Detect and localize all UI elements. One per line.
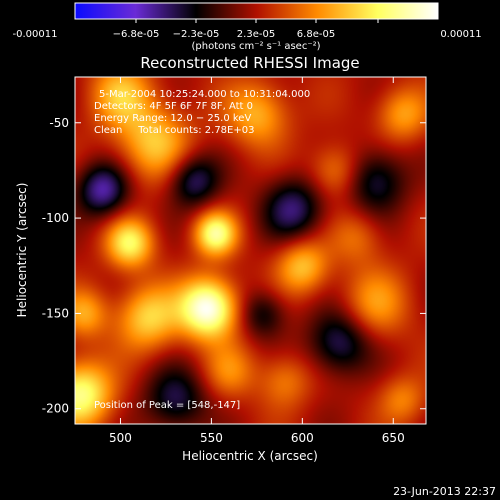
chart-title: Reconstructed RHESSI Image	[140, 54, 359, 72]
heatmap-raster	[75, 77, 426, 424]
plot-frame	[74, 76, 427, 425]
annotation-peak: Position of Peak = [548,-147]	[94, 400, 240, 411]
annotation-energy: Energy Range: 12.0 − 25.0 keV	[94, 113, 251, 124]
y-axis-label: Heliocentric Y (arcsec)	[15, 183, 29, 318]
colorbar-tick-label: -0.00011	[13, 29, 58, 40]
y-tick-label: -100	[42, 211, 69, 225]
x-tick-label: 650	[382, 431, 405, 445]
colorbar-tick-label: −6.8e-05	[113, 29, 160, 40]
y-axis: -50 -100 -150 -200	[42, 116, 426, 416]
x-tick-label: 600	[291, 431, 314, 445]
x-axis-label: Heliocentric X (arcsec)	[182, 449, 318, 463]
x-tick-label: 550	[200, 431, 223, 445]
y-tick-label: -200	[42, 402, 69, 416]
annotation-detectors: Detectors: 4F 5F 6F 7F 8F, Att 0	[94, 101, 253, 112]
colorbar-label: (photons cm⁻² s⁻¹ asec⁻²)	[191, 41, 320, 52]
colorbar-tick-label: 6.8e-05	[297, 29, 335, 40]
y-tick-label: -150	[42, 306, 69, 320]
colorbar-ticks: -0.00011 −6.8e-05 −2.3e-05 2.3e-05 6.8e-05 0.…	[13, 19, 482, 40]
y-tick-label: -50	[49, 116, 69, 130]
colorbar-tick-label: 0.00011	[440, 29, 481, 40]
colorbar-tick-label: −2.3e-05	[173, 29, 220, 40]
footer-timestamp: 23-Jun-2013 22:37	[393, 485, 496, 498]
colorbar-tick-label: 2.3e-05	[237, 29, 275, 40]
heatmap-image	[75, 77, 426, 424]
x-tick-label: 500	[109, 431, 132, 445]
x-axis: 500 550 600 650	[109, 77, 405, 445]
annotation-counts: Clean Total counts: 2.78E+03	[94, 125, 254, 136]
colorbar: -0.00011 −6.8e-05 −2.3e-05 2.3e-05 6.8e-05 0.…	[13, 2, 482, 52]
colorbar-gradient	[74, 2, 439, 20]
annotation-block: 5-Mar-2004 10:25:24.000 to 10:31:04.000 …	[94, 89, 310, 411]
annotation-time: 5-Mar-2004 10:25:24.000 to 10:31:04.000	[99, 89, 310, 100]
